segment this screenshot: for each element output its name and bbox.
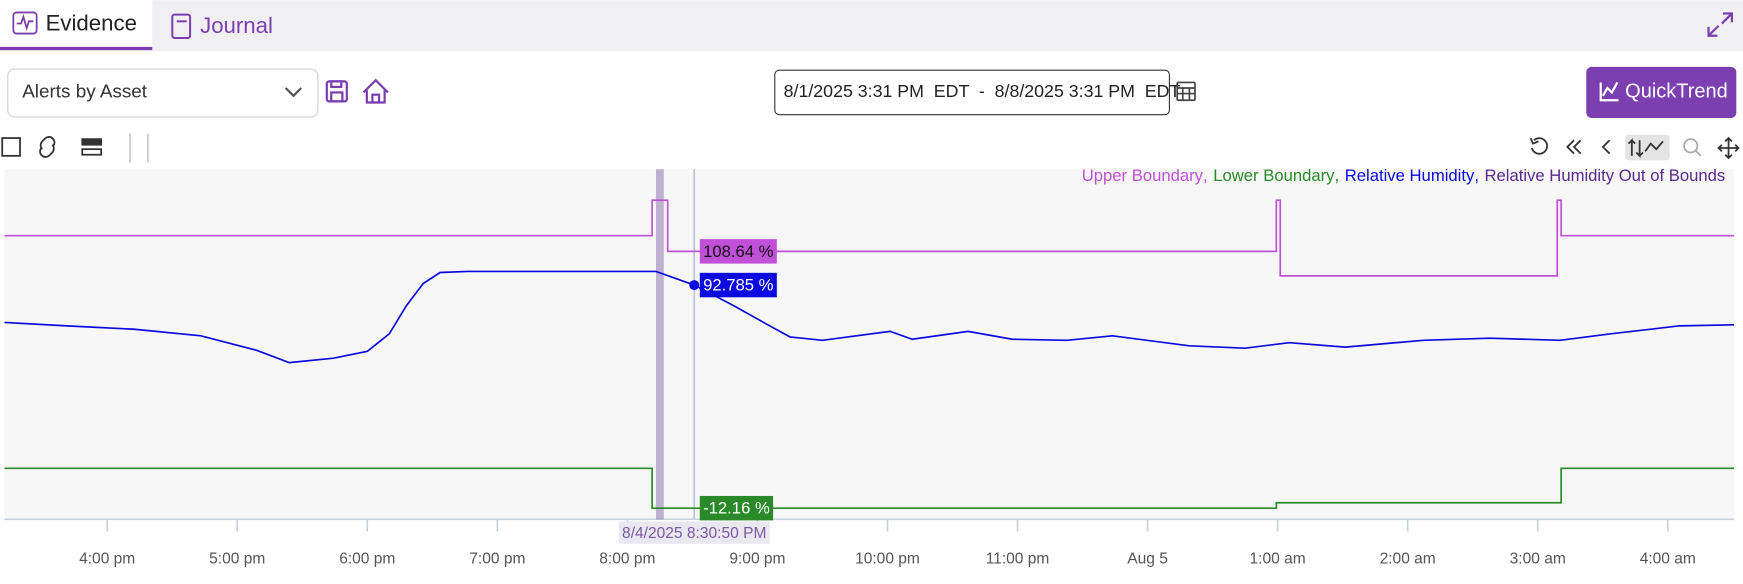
undo-icon[interactable] (1529, 137, 1548, 155)
pan-icon[interactable] (1717, 136, 1740, 160)
legend-entry: Lower Boundary (1213, 166, 1335, 185)
legend-separator: , (1335, 166, 1340, 185)
value-label: -12.16 % (699, 495, 774, 521)
back-far-icon[interactable] (1566, 139, 1575, 155)
link-icon[interactable] (39, 136, 56, 158)
x-tick-label: 2:00 am (1380, 550, 1436, 567)
x-tick-label: 5:00 pm (209, 550, 265, 567)
quicktrend-icon (1601, 81, 1619, 97)
legend-entry: Relative Humidity (1345, 166, 1475, 185)
value-label: 92.785 % (699, 272, 777, 298)
legend-entry: Upper Boundary (1082, 166, 1204, 185)
x-tick-label: 7:00 pm (469, 550, 525, 567)
zoom-icon[interactable] (1683, 138, 1699, 154)
legend-entry: Relative Humidity Out of Bounds (1485, 166, 1726, 185)
x-tick-label: 1:00 am (1250, 550, 1306, 567)
save-icon[interactable] (325, 80, 348, 103)
lanes-icon[interactable] (81, 138, 103, 146)
date-range[interactable] (774, 69, 1170, 116)
x-tick-label: 6:00 pm (339, 550, 395, 567)
plot-area (4, 169, 1735, 520)
tab-label[interactable]: Journal (200, 13, 273, 38)
x-tick-label: 8:00 pm (599, 550, 655, 567)
legend-separator: , (1474, 166, 1479, 185)
x-tick-label: 4:00 am (1640, 550, 1696, 567)
value-label-box (699, 239, 777, 264)
value-label-text: 92.785 % (703, 276, 774, 295)
quicktrend-label: QuickTrend (1625, 81, 1728, 103)
value-label: 108.64 % (699, 239, 777, 264)
cursor-time-label: 8/4/2025 8:30:50 PM (622, 525, 766, 542)
x-tick-label: 11:00 pm (986, 550, 1050, 567)
dropdown[interactable] (7, 68, 319, 118)
legend-separator: , (1203, 166, 1208, 185)
cursor-point (689, 280, 700, 291)
date-range-label: 8/1/2025 3:31 PM EDT - 8/8/2025 3:31 PM … (784, 81, 1181, 101)
series-line (4, 199, 1735, 277)
legend: Upper Boundary, Lower Boundary, Relative H… (1082, 166, 1725, 185)
x-tick-label: 3:00 am (1510, 550, 1566, 567)
value-label-text: 108.64 % (703, 242, 774, 261)
series-line (4, 467, 1735, 510)
chevron (284, 87, 303, 98)
home-icon[interactable] (362, 78, 389, 104)
x-tick-label: 4:00 pm (79, 550, 135, 567)
row-icons (1, 133, 1740, 163)
expand-icon[interactable] (1707, 12, 1733, 37)
x-tick-label: 9:00 pm (729, 550, 785, 567)
x-tick-label: Aug 5 (1127, 550, 1168, 567)
tab-underline (0, 46, 153, 51)
evidence-icon (12, 11, 38, 35)
value-label-box (699, 495, 774, 521)
value-label-box (699, 272, 777, 298)
back-icon[interactable] (1601, 139, 1611, 155)
calendar-icon[interactable] (1176, 81, 1196, 102)
cursor-time: 8/4/2025 8:30:50 PM (618, 521, 770, 544)
tab-label[interactable]: Evidence (46, 11, 137, 36)
table-icon[interactable] (1, 137, 21, 157)
quicktrend-icon (1599, 82, 1619, 102)
x-tick-label: 10:00 pm (855, 550, 920, 567)
dropdown-label: Alerts by Asset (22, 81, 148, 102)
value-label-text: -12.16 % (703, 499, 770, 518)
journal-icon (171, 13, 192, 39)
cursor-time-box (618, 521, 770, 544)
quicktrend-button[interactable] (1586, 66, 1737, 119)
tab-bar (0, 0, 1743, 52)
series-line (4, 270, 1735, 364)
out-of-bounds-band (655, 169, 664, 520)
